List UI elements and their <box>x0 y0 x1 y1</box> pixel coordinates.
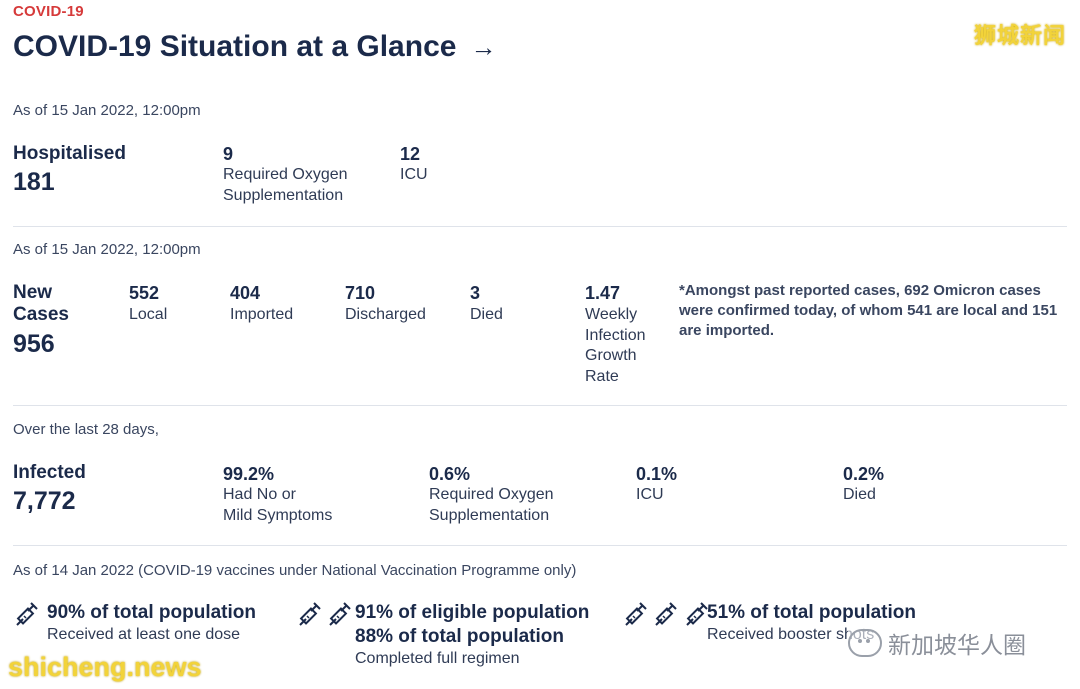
booster-icons <box>623 602 710 633</box>
new-cases-total: 956 <box>13 330 55 358</box>
wechat-watermark: 新加坡华人圈 <box>848 626 1026 660</box>
cases-asof: As of 15 Jan 2022, 12:00pm <box>13 241 201 258</box>
growth-rate-label: Weekly Infection Growth Rate <box>585 305 645 387</box>
booster-sub: Received booster shots <box>707 626 875 643</box>
infected-icu-label: ICU <box>636 486 664 503</box>
local-value: 552 <box>129 283 160 303</box>
hosp-oxygen-value: 9 <box>223 144 234 164</box>
infected-died-label: Died <box>843 486 876 503</box>
watermark-top-right: 狮城新闻 <box>973 23 1066 48</box>
discharged-value: 710 <box>345 283 376 303</box>
divider <box>13 545 1067 546</box>
syringe-icon <box>329 602 352 626</box>
wechat-watermark-text: 新加坡华人圈 <box>888 632 1026 658</box>
full-regimen-eligible: 91% of eligible population <box>355 602 590 623</box>
growth-label-line4: Rate <box>585 367 619 385</box>
mild-value: 99.2% <box>223 464 275 484</box>
full-regimen-total: 88% of total population <box>355 626 564 647</box>
hosp-oxygen-label: Required Oxygen Supplementation <box>223 165 348 206</box>
infected-oxygen-label-line2: Supplementation <box>429 506 550 524</box>
hosp-oxygen-label-line1: Required Oxygen <box>223 166 348 183</box>
mild-label: Had No or Mild Symptoms <box>223 485 332 526</box>
syringe-icon <box>655 602 678 626</box>
syringe-icon <box>625 602 647 626</box>
one-dose-sub: Received at least one dose <box>47 626 241 643</box>
vaccination-asof: As of 14 Jan 2022 (COVID-19 vaccines und… <box>13 562 577 579</box>
omicron-note: *Amongst past reported cases, 692 Omicro… <box>679 282 1058 339</box>
new-cases-label-line2: Cases <box>13 304 69 325</box>
hospitalised-total: 181 <box>13 168 55 196</box>
growth-label-line1: Weekly <box>585 306 638 323</box>
infected-icu-value: 0.1% <box>636 464 678 484</box>
hosp-icu-value: 12 <box>400 144 421 164</box>
divider <box>13 405 1067 406</box>
infected-total: 7,772 <box>13 487 76 515</box>
one-dose-title: 90% of total population <box>47 602 256 623</box>
section-kicker: COVID-19 <box>13 3 84 20</box>
discharged-label: Discharged <box>345 306 426 323</box>
syringe-icon <box>685 602 708 626</box>
infected-oxygen-label: Required Oxygen Supplementation <box>429 485 554 526</box>
mild-label-line2: Mild Symptoms <box>223 506 333 524</box>
infected-died-value: 0.2% <box>843 464 885 484</box>
one-dose-icons <box>14 602 40 633</box>
full-regimen-icons <box>297 602 353 633</box>
infected-oxygen-label-line1: Required Oxygen <box>429 486 554 503</box>
hosp-oxygen-label-line2: Supplementation <box>223 186 344 204</box>
booster-title: 51% of total population <box>707 602 916 623</box>
new-cases-label: New Cases <box>13 282 69 326</box>
watermark-bottom-left: shicheng.news <box>8 652 202 682</box>
new-cases-label-line1: New <box>13 282 53 303</box>
full-regimen-title: 91% of eligible population 88% of total … <box>355 601 589 649</box>
wechat-icon <box>848 629 882 657</box>
hospital-asof: As of 15 Jan 2022, 12:00pm <box>13 102 201 119</box>
page-title-link[interactable]: COVID-19 Situation at a Glance → <box>13 30 496 64</box>
page-title: COVID-19 Situation at a Glance <box>13 30 457 63</box>
arrow-right-icon: → <box>470 31 497 62</box>
syringe-icon <box>16 602 38 626</box>
syringe-icon <box>299 602 321 626</box>
imported-label: Imported <box>230 306 294 323</box>
died-label: Died <box>470 306 503 323</box>
infected-period: Over the last 28 days, <box>13 421 159 438</box>
infected-oxygen-value: 0.6% <box>429 464 471 484</box>
full-regimen-sub: Completed full regimen <box>355 650 520 667</box>
hosp-icu-label: ICU <box>400 166 428 183</box>
growth-label-line3: Growth <box>585 347 637 364</box>
mild-label-line1: Had No or <box>223 486 296 503</box>
died-value: 3 <box>470 283 481 303</box>
hospitalised-label: Hospitalised <box>13 143 126 164</box>
growth-rate-value: 1.47 <box>585 283 621 303</box>
imported-value: 404 <box>230 283 261 303</box>
growth-label-line2: Infection <box>585 326 646 344</box>
divider <box>13 226 1067 227</box>
infected-label: Infected <box>13 462 86 483</box>
local-label: Local <box>129 306 168 323</box>
